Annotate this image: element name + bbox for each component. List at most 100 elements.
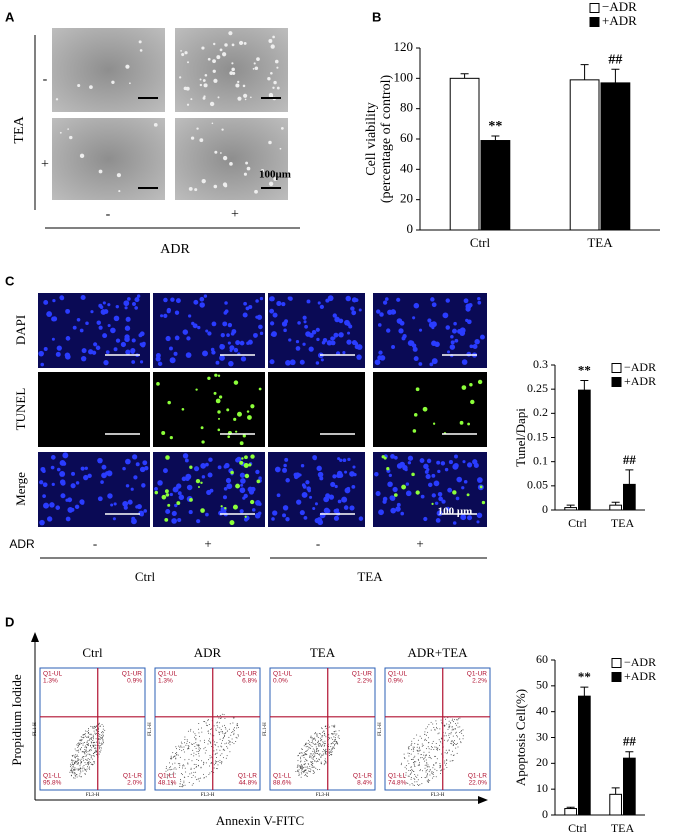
nucleus	[391, 345, 396, 349]
event-dot	[172, 763, 174, 765]
event-dot	[330, 742, 332, 744]
event-dot	[236, 737, 238, 739]
y-tick-label: 0.2	[533, 405, 548, 419]
event-dot	[313, 772, 315, 774]
tunel-spot	[200, 508, 205, 513]
y-tick-label: 0.1	[533, 453, 548, 467]
cell-debris	[267, 77, 271, 81]
event-dot	[457, 722, 459, 724]
event-dot	[322, 751, 324, 753]
event-dot	[436, 748, 438, 750]
event-dot	[423, 751, 425, 753]
event-dot	[71, 770, 73, 772]
quadrant-percent: 0.0%	[273, 678, 288, 685]
event-dot	[316, 735, 318, 737]
nucleus	[259, 331, 264, 336]
nucleus	[466, 515, 473, 521]
nucleus	[435, 518, 441, 523]
nucleus	[122, 500, 129, 507]
nucleus	[460, 514, 467, 521]
tunel-spot	[452, 490, 457, 495]
nucleus	[437, 469, 441, 474]
nucleus	[269, 359, 275, 365]
event-dot	[184, 784, 186, 786]
event-dot	[457, 726, 459, 728]
col-label: ADR	[160, 242, 190, 257]
tunel-spot	[235, 430, 238, 433]
event-dot	[221, 725, 223, 727]
event-dot	[431, 773, 433, 775]
event-dot	[77, 746, 79, 748]
event-dot	[408, 763, 410, 765]
nucleus	[240, 356, 247, 362]
nucleus	[71, 471, 76, 476]
nucleus	[51, 337, 55, 341]
event-dot	[211, 756, 213, 758]
event-dot	[462, 738, 464, 740]
cell-debris	[209, 101, 215, 107]
event-dot	[333, 747, 335, 749]
row-sign: +	[41, 157, 49, 172]
event-dot	[219, 722, 221, 724]
event-dot	[416, 734, 418, 736]
nucleus	[387, 309, 393, 315]
event-dot	[400, 764, 402, 766]
nucleus	[288, 296, 293, 301]
nucleus	[379, 312, 384, 317]
event-dot	[219, 718, 221, 720]
event-dot	[418, 748, 420, 750]
event-dot	[426, 766, 428, 768]
event-dot	[312, 761, 314, 763]
event-dot	[301, 748, 303, 750]
event-dot	[221, 761, 223, 763]
event-dot	[73, 764, 75, 766]
event-dot	[443, 768, 445, 770]
event-dot	[320, 756, 322, 758]
event-dot	[410, 777, 412, 779]
event-dot	[408, 770, 410, 772]
quadrant-percent: 74.8%	[388, 780, 407, 787]
event-dot	[322, 754, 324, 756]
nucleus	[42, 482, 48, 488]
nucleus	[436, 460, 441, 465]
event-dot	[80, 761, 82, 763]
event-dot	[428, 766, 430, 768]
event-dot	[319, 743, 321, 745]
cell-debris	[222, 52, 227, 57]
tunel-spot	[220, 505, 223, 508]
event-dot	[190, 767, 192, 769]
cell-debris	[59, 131, 62, 134]
event-dot	[456, 742, 458, 744]
event-dot	[87, 766, 89, 768]
event-dot	[311, 757, 313, 759]
cell-debris	[138, 40, 142, 44]
event-dot	[417, 753, 419, 755]
event-dot	[433, 764, 435, 766]
event-dot	[224, 724, 226, 726]
event-dot	[412, 758, 414, 760]
event-dot	[80, 763, 82, 765]
y-tick-label: 80	[400, 100, 413, 115]
event-dot	[411, 782, 413, 784]
cell-debris	[242, 84, 246, 88]
bar	[569, 79, 600, 231]
event-dot	[435, 720, 437, 722]
nucleus	[407, 461, 412, 465]
sign: +	[204, 536, 211, 551]
nucleus	[256, 314, 263, 320]
quadrant-percent: 48.1%	[158, 780, 177, 787]
quadrant-name: Q1-LR	[238, 773, 257, 780]
event-dot	[88, 749, 90, 751]
tunel-spot	[156, 381, 160, 386]
event-dot	[424, 767, 426, 769]
event-dot	[300, 764, 302, 766]
cell-debris	[228, 31, 233, 36]
tunel-spot	[241, 457, 244, 460]
nucleus	[424, 469, 429, 474]
event-dot	[407, 746, 409, 748]
quadrant-name: Q1-LL	[158, 773, 176, 780]
event-dot	[451, 740, 453, 742]
tunel-spot	[250, 404, 255, 409]
event-dot	[95, 738, 97, 740]
event-dot	[80, 740, 82, 742]
